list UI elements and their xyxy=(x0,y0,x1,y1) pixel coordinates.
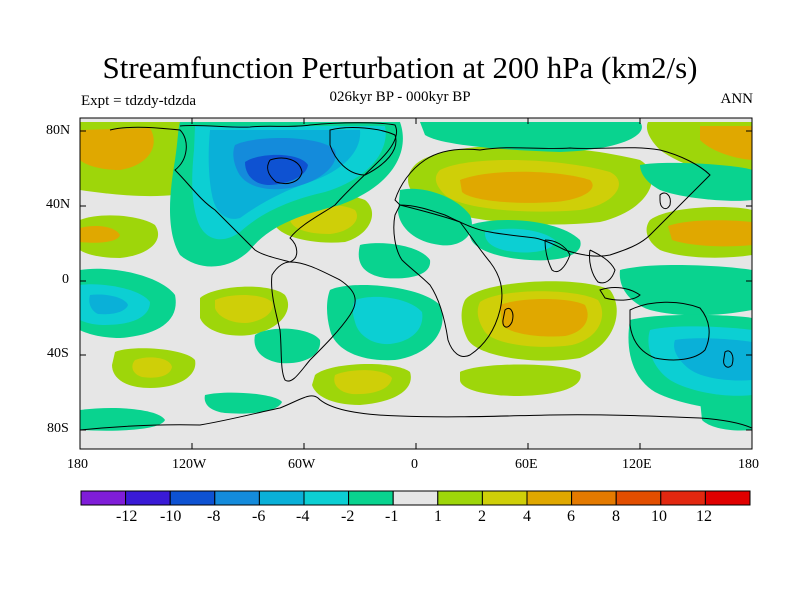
negative-anomaly-south-atlantic-core xyxy=(352,296,423,345)
coast-japan xyxy=(659,192,671,210)
colorbar-swatch xyxy=(615,490,662,506)
colorbar-swatch xyxy=(481,490,528,506)
colorbar-label: -6 xyxy=(252,508,266,525)
season-label: ANN xyxy=(720,91,754,107)
positive-anomaly-south-indian-core xyxy=(500,299,588,337)
colorbar-swatch xyxy=(80,490,127,506)
positive-anomaly-southern-ocean xyxy=(460,364,581,396)
colorbar-swatch xyxy=(392,490,439,506)
lat-label-0: 0 xyxy=(62,272,69,287)
positive-anomaly-south-pacific-core xyxy=(215,294,273,323)
positive-anomaly-se-pacific-core xyxy=(132,357,172,378)
negative-anomaly-arctic-east xyxy=(640,162,752,201)
coast-africa xyxy=(393,204,503,357)
negative-anomaly-antarctic-east xyxy=(700,397,752,431)
coast-madagascar xyxy=(502,307,514,328)
colorbar-label: -10 xyxy=(160,508,182,525)
colorbar-swatch xyxy=(348,490,394,506)
colorbar-swatch xyxy=(125,490,171,506)
plot-subtitle: 026kyr BP - 000kyr BP xyxy=(329,89,471,105)
coast-southeast-asia xyxy=(589,249,616,284)
negative-anomaly-south-america xyxy=(254,328,321,364)
lat-label-40n: 40N xyxy=(46,197,71,212)
colorbar-swatch xyxy=(704,490,751,506)
negative-anomaly-australia-core xyxy=(674,338,752,381)
lat-label-40s: 40S xyxy=(47,346,69,361)
coast-new-zealand xyxy=(723,350,734,368)
positive-anomaly-west-pacific-core xyxy=(668,220,752,247)
colorbar-label: -8 xyxy=(207,508,221,525)
colorbar-label: 1 xyxy=(434,508,442,525)
colorbar-label: 10 xyxy=(651,508,667,525)
coast-india xyxy=(544,239,571,273)
negative-anomaly-north-america-core xyxy=(245,154,308,185)
experiment-label: Expt = tdzdy-tdzda xyxy=(81,93,197,109)
lat-label-80n: 80N xyxy=(46,123,71,138)
negative-anomaly-north-africa xyxy=(398,188,472,246)
colorbar-swatch xyxy=(303,490,350,506)
coast-australia xyxy=(629,301,710,361)
negative-anomaly-southern-ocean-2 xyxy=(204,392,282,414)
colorbar-label: -12 xyxy=(116,508,138,525)
lon-label-60e: 60E xyxy=(515,457,538,472)
map-panel xyxy=(79,117,753,450)
colorbar-swatch xyxy=(571,490,617,506)
lon-label-0: 0 xyxy=(411,457,418,472)
colorbar-label: 12 xyxy=(696,508,712,525)
colorbar-label: 4 xyxy=(523,508,531,525)
coast-greenland xyxy=(329,127,397,176)
positive-anomaly-south-atlantic-core xyxy=(334,370,392,395)
colorbar-swatch xyxy=(660,490,706,506)
positive-anomaly-central-pacific-core xyxy=(80,226,120,243)
coast-north-america xyxy=(109,122,397,263)
colorbar-swatch xyxy=(169,490,216,506)
lon-label-60w: 60W xyxy=(288,457,316,472)
colorbar-label: -4 xyxy=(296,508,310,525)
colorbar-swatch xyxy=(258,490,305,506)
negative-anomaly-arabia-core xyxy=(484,228,555,253)
positive-anomaly-north-pacific-east-core xyxy=(700,126,752,160)
coast-indonesia xyxy=(599,287,641,301)
lat-label-80s: 80S xyxy=(47,421,69,436)
colorbar-label: 8 xyxy=(612,508,620,525)
coastlines xyxy=(80,122,752,431)
coast-south-america xyxy=(271,261,356,382)
colorbar-swatch xyxy=(437,490,483,506)
colorbar xyxy=(80,490,751,506)
colorbar-label: 2 xyxy=(478,508,486,525)
negative-anomaly-tropical-pacific-inner xyxy=(89,294,128,315)
colorbar-swatch xyxy=(526,490,573,506)
lon-label-120w: 120W xyxy=(172,457,207,472)
positive-anomaly-north-pacific-core xyxy=(80,128,154,170)
lon-label-180w: 180 xyxy=(67,457,88,472)
lon-label-180e: 180 xyxy=(738,457,759,472)
coast-europe-asia xyxy=(394,147,711,257)
positive-anomaly-eurasia-core xyxy=(460,171,593,203)
plot-title: Streamfunction Perturbation at 200 hPa (… xyxy=(102,50,698,85)
colorbar-label: -2 xyxy=(341,508,355,525)
axis-ticks xyxy=(80,118,752,449)
lon-label-120e: 120E xyxy=(622,457,652,472)
coast-antarctica xyxy=(80,395,752,431)
coast-hudson-bay xyxy=(267,157,303,185)
colorbar-label: -1 xyxy=(385,508,399,525)
colorbar-swatch xyxy=(214,490,260,506)
negative-anomaly-siberia xyxy=(420,122,642,152)
colorbar-label: 6 xyxy=(567,508,575,525)
